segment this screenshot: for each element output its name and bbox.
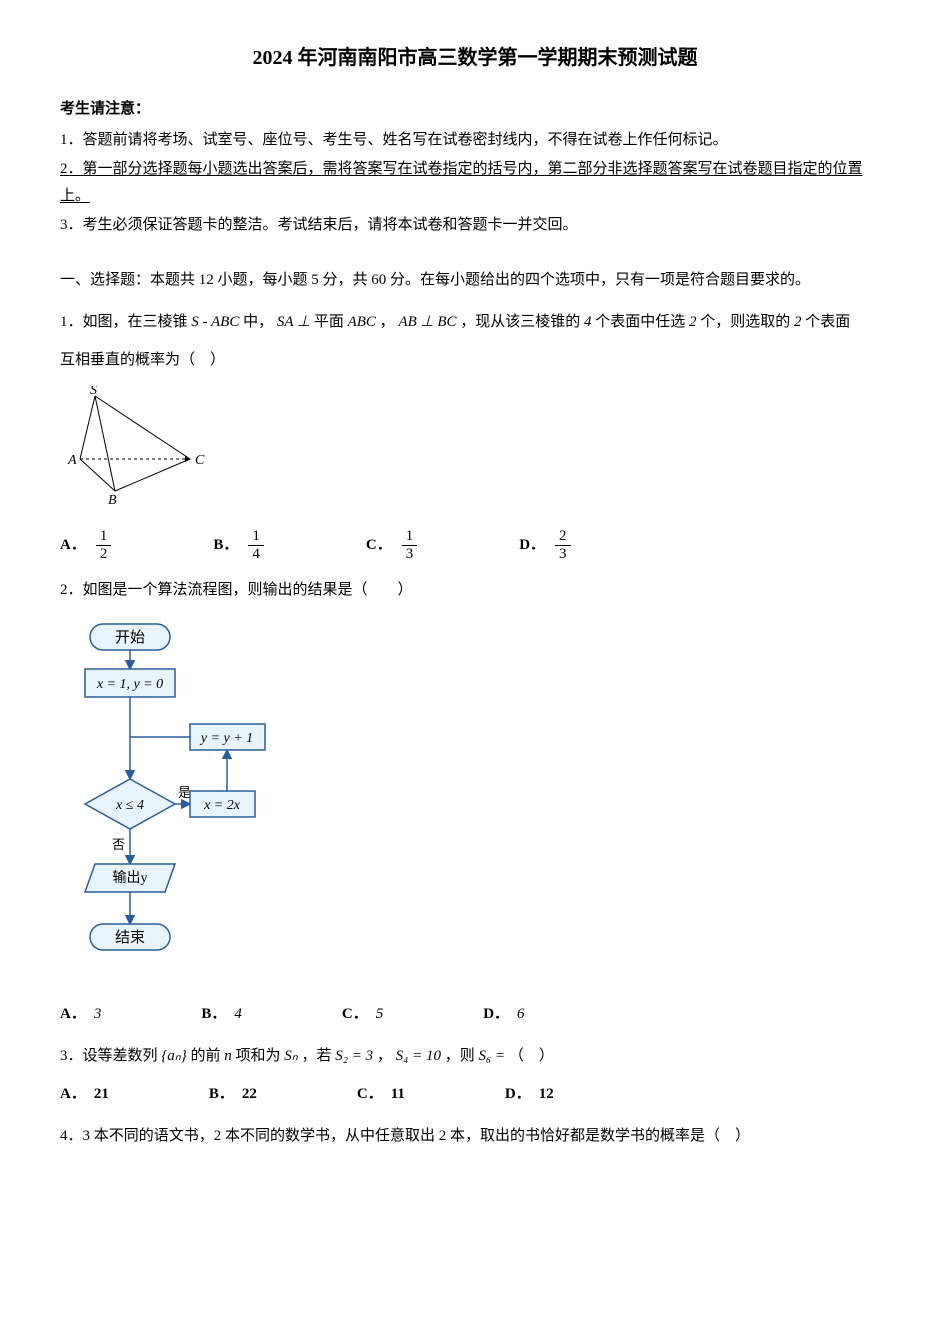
label-A: A bbox=[67, 453, 77, 468]
q1-frac-B: 1 4 bbox=[248, 528, 264, 562]
fc-start: 开始 bbox=[115, 629, 145, 646]
q3-prefix: 3．设等差数列 bbox=[60, 1048, 158, 1064]
option-label-D: D． bbox=[483, 1001, 509, 1028]
q3-option-A: A． 21 bbox=[60, 1081, 109, 1108]
fc-end: 结束 bbox=[115, 929, 145, 946]
q1-mid4: ，现从该三棱锥的 bbox=[460, 314, 580, 330]
fc-init: x = 1, y = 0 bbox=[96, 677, 163, 692]
q1-mid7: 个表面 bbox=[805, 314, 850, 330]
q1-mid5: 个表面中任选 bbox=[595, 314, 685, 330]
question-3: 3．设等差数列 {aₙ} 的前 n 项和为 Sₙ ，若 S₂ = 3 ， S₄ … bbox=[60, 1040, 890, 1073]
fc-output: 输出y bbox=[113, 870, 148, 886]
q1-frac-C: 1 3 bbox=[402, 528, 418, 562]
q3-mid2: 项和为 bbox=[236, 1048, 281, 1064]
q1-frac-A: 1 2 bbox=[96, 528, 112, 562]
notice-item-3: 3．考生必须保证答题卡的整洁。考试结束后，请将本试卷和答题卡一并交回。 bbox=[60, 212, 890, 239]
q3-mid4: ， bbox=[377, 1048, 392, 1064]
fc-no: 否 bbox=[112, 837, 125, 852]
q1-options: A． 1 2 B． 1 4 C． 1 3 D． 2 3 bbox=[60, 528, 890, 562]
q1-option-A: A． 1 2 bbox=[60, 528, 113, 562]
q2-flowchart: 开始 x = 1, y = 0 y = y + 1 x ≤ 4 是 x = 2x… bbox=[60, 619, 890, 989]
q2-val-A: 3 bbox=[94, 1001, 102, 1028]
q3-s6: S₆ = bbox=[479, 1048, 506, 1064]
q3-s2: S₂ = 3 bbox=[335, 1048, 373, 1064]
fc-doublex: x = 2x bbox=[203, 798, 241, 813]
q3-mid1: 的前 bbox=[191, 1048, 221, 1064]
exam-title: 2024 年河南南阳市高三数学第一学期期末预测试题 bbox=[60, 40, 890, 76]
fc-cond: x ≤ 4 bbox=[115, 798, 144, 813]
label-S: S bbox=[90, 386, 97, 398]
q1-tail: 互相垂直的概率为（ ） bbox=[60, 347, 890, 374]
q3-val-A: 21 bbox=[94, 1081, 109, 1108]
q3-val-C: 11 bbox=[391, 1081, 405, 1108]
option-label-A: A． bbox=[60, 1081, 86, 1108]
q1-option-D: D． 2 3 bbox=[519, 528, 572, 562]
q1-expr7: 2 bbox=[794, 314, 802, 330]
q2-option-A: A． 3 bbox=[60, 1001, 101, 1028]
q1-figure: S A B C bbox=[60, 386, 890, 516]
fc-yes: 是 bbox=[178, 785, 191, 800]
q1-expr2: SA ⊥ bbox=[277, 314, 310, 330]
option-label-D: D． bbox=[519, 532, 545, 559]
q2-val-D: 6 bbox=[517, 1001, 525, 1028]
q2-option-B: B． 4 bbox=[201, 1001, 242, 1028]
option-label-C: C． bbox=[366, 532, 392, 559]
q3-Sn: Sₙ bbox=[284, 1048, 297, 1064]
option-label-B: B． bbox=[201, 1001, 226, 1028]
q2-val-C: 5 bbox=[376, 1001, 384, 1028]
option-label-D: D． bbox=[505, 1081, 531, 1108]
option-label-C: C． bbox=[357, 1081, 383, 1108]
q1-expr1: S - ABC bbox=[191, 314, 239, 330]
q3-n: n bbox=[224, 1048, 232, 1064]
q3-tail: （ ） bbox=[509, 1048, 554, 1064]
q1-expr6: 2 bbox=[689, 314, 697, 330]
question-4: 4．3 本不同的语文书，2 本不同的数学书，从中任意取出 2 本，取出的书恰好都… bbox=[60, 1120, 890, 1153]
notice-header: 考生请注意： bbox=[60, 96, 890, 123]
q2-options: A． 3 B． 4 C． 5 D． 6 bbox=[60, 1001, 890, 1028]
q1-option-C: C． 1 3 bbox=[366, 528, 419, 562]
q3-option-B: B． 22 bbox=[209, 1081, 257, 1108]
option-label-A: A． bbox=[60, 1001, 86, 1028]
notice-item-1: 1．答题前请将考场、试室号、座位号、考生号、姓名写在试卷密封线内，不得在试卷上作… bbox=[60, 127, 890, 154]
q3-s4: S₄ = 10 bbox=[396, 1048, 441, 1064]
q1-prefix: 1．如图，在三棱锥 bbox=[60, 314, 188, 330]
option-label-B: B． bbox=[213, 532, 238, 559]
section-1-head: 一、选择题：本题共 12 小题，每小题 5 分，共 60 分。在每小题给出的四个… bbox=[60, 267, 890, 294]
q1-frac-D: 2 3 bbox=[555, 528, 571, 562]
q3-mid5: ，则 bbox=[445, 1048, 475, 1064]
question-2: 2．如图是一个算法流程图，则输出的结果是（ ） bbox=[60, 574, 890, 607]
q3-seq: {aₙ} bbox=[161, 1048, 186, 1064]
notice-item-2: 2．第一部分选择题每小题选出答案后，需将答案写在试卷指定的括号内，第二部分非选择… bbox=[60, 156, 890, 210]
q1-mid6: 个，则选取的 bbox=[700, 314, 790, 330]
question-1: 1．如图，在三棱锥 S - ABC 中， SA ⊥ 平面 ABC ， AB ⊥ … bbox=[60, 306, 890, 339]
q2-option-C: C． 5 bbox=[342, 1001, 383, 1028]
q1-expr3: ABC bbox=[348, 314, 376, 330]
q2-option-D: D． 6 bbox=[483, 1001, 524, 1028]
q1-expr4: AB ⊥ BC bbox=[398, 314, 456, 330]
q1-option-B: B． 1 4 bbox=[213, 528, 266, 562]
q3-mid3: ，若 bbox=[302, 1048, 332, 1064]
q1-expr5: 4 bbox=[584, 314, 592, 330]
q2-val-B: 4 bbox=[234, 1001, 242, 1028]
q3-options: A． 21 B． 22 C． 11 D． 12 bbox=[60, 1081, 890, 1108]
q1-mid3: ， bbox=[380, 314, 395, 330]
q3-val-D: 12 bbox=[539, 1081, 554, 1108]
option-label-B: B． bbox=[209, 1081, 234, 1108]
option-label-C: C． bbox=[342, 1001, 368, 1028]
q3-option-D: D． 12 bbox=[505, 1081, 554, 1108]
q3-option-C: C． 11 bbox=[357, 1081, 405, 1108]
q1-mid2: 平面 bbox=[314, 314, 344, 330]
label-C: C bbox=[195, 453, 205, 468]
option-label-A: A． bbox=[60, 532, 86, 559]
fc-incy: y = y + 1 bbox=[199, 731, 253, 746]
q3-val-B: 22 bbox=[242, 1081, 257, 1108]
q1-mid1: 中， bbox=[243, 314, 273, 330]
label-B: B bbox=[108, 493, 117, 506]
